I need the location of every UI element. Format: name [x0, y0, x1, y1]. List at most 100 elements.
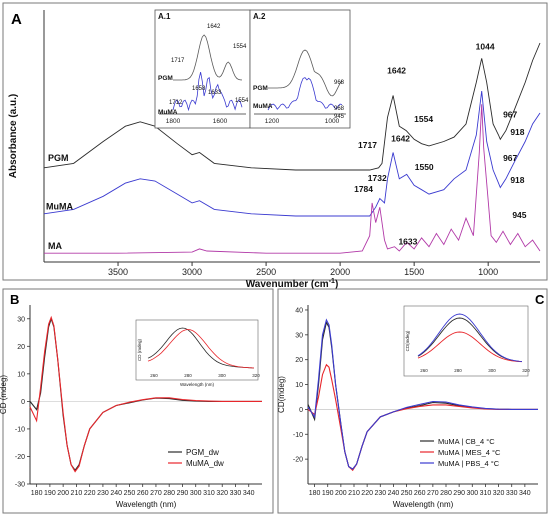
panel-b-plot: 180 190 200 210 220 230 240 250 260 270 280 290 300 3… [0, 305, 262, 509]
tick-label-x: 240 [110, 490, 122, 497]
tick-label-x: 310 [480, 490, 492, 497]
tick-label-x: 260 [414, 490, 426, 497]
tick-label-x: 320 [493, 490, 505, 497]
inset-b-x-label: Wavelength (nm) [180, 382, 215, 387]
tick-label-x: 220 [84, 490, 96, 497]
tick-label-x: 300 [190, 490, 202, 497]
y-axis-label-a: Absorbance (a.u.) [8, 94, 19, 178]
tick-label-x: 240 [388, 490, 400, 497]
inset-a1-series-label: MuMA [158, 109, 178, 116]
tick-label-x: 340 [519, 490, 531, 497]
inset-a2-peak-label: 945 [334, 114, 345, 120]
annotation-a: 918 [510, 175, 524, 185]
inset-b-curve-pgm [147, 327, 255, 369]
inset-a2-series-label: MuMA [253, 103, 273, 110]
x-axis-label-a-sup: -1 [329, 278, 335, 285]
inset-c-tick-label: 260 [420, 368, 428, 373]
tick-label-x: 190 [44, 490, 56, 497]
inset-a1-peak-label: 1554 [235, 98, 249, 104]
y-axis-label: CD (mdeg) [0, 375, 8, 414]
inset-a1-peak-label: 1642 [207, 24, 221, 30]
inset-a2-peak-label: 968 [334, 106, 345, 112]
inset-a2-title: A.2 [253, 12, 266, 21]
inset-a1-peak-label: 1554 [233, 44, 247, 50]
annotation-a: 1717 [358, 140, 377, 150]
tick-label-a-x: 1000 [478, 267, 498, 277]
annotation-a: 918 [510, 127, 524, 137]
legend-label-b: PGM_dw [186, 448, 219, 457]
tick-label-a-x: 2500 [256, 267, 276, 277]
tick-label-x: 180 [31, 490, 43, 497]
inset-b-curve-muma [147, 329, 255, 369]
inset-a2-frame [249, 9, 351, 129]
annotation-a: 1642 [391, 134, 410, 144]
series-a-pgm [43, 42, 541, 171]
tick-label-x: 200 [57, 490, 69, 497]
tick-label-y: 10 [17, 371, 25, 378]
tick-label-y: 40 [295, 307, 303, 314]
tick-label-y: 10 [295, 382, 303, 389]
legend-label-c: MuMA | MES_4 °C [438, 448, 501, 457]
tick-label-y: -30 [15, 482, 25, 489]
series-a-label-muma: MuMA [46, 201, 73, 211]
series-a-muma [43, 91, 541, 217]
inset-a2-series-label: PGM [253, 85, 268, 92]
tick-label-x: 210 [348, 490, 360, 497]
inset-b-y-label: CD (mdeg) [137, 339, 142, 362]
inset-a2-curve-muma [267, 77, 343, 111]
inset-a2-curve-pgm [268, 49, 343, 97]
inset-a2-tick-label: 1000 [325, 118, 340, 125]
tick-label-x: 270 [150, 490, 162, 497]
inset-c-tick-label: 300 [488, 368, 496, 373]
annotation-a: 1044 [476, 42, 495, 52]
tick-label-x: 290 [177, 490, 189, 497]
series-line [29, 315, 262, 473]
tick-label-x: 230 [374, 490, 386, 497]
series-a-label-ma: MA [48, 241, 62, 251]
inset-a1-curve-muma [172, 72, 243, 112]
tick-label-y: 20 [17, 344, 25, 351]
tick-label-a-x: 2000 [330, 267, 350, 277]
inset-a1-peak-label: 1658 [192, 86, 206, 92]
tick-label-x: 280 [163, 490, 175, 497]
series-a-ma [44, 104, 541, 254]
inset-a1-title: A.1 [158, 12, 171, 21]
inset-c-curve [417, 313, 523, 362]
inset-a1-peak-label: 1717 [171, 58, 185, 64]
annotation-a: 1554 [414, 114, 433, 124]
inset-b-tick-label: 280 [184, 373, 192, 378]
tick-label-x: 250 [401, 490, 413, 497]
x-axis-label: Wavelength (nm) [116, 500, 177, 509]
tick-label-x: 260 [137, 490, 149, 497]
tick-label-x: 280 [440, 490, 452, 497]
tick-label-y: 0 [299, 407, 303, 414]
panel-b-label: B [10, 292, 19, 307]
legend-label-b: MuMA_dw [186, 459, 224, 468]
legend-label-c: MuMA | PBS_4 °C [438, 459, 500, 468]
inset-a1-frame [154, 9, 251, 129]
inset-b-frame [135, 319, 259, 381]
annotation-a: 967 [503, 109, 517, 119]
inset-a2-peak-label: 968 [334, 80, 345, 86]
legend-label-c: MuMA | CB_4 °C [438, 437, 495, 446]
inset-a2-tick-label: 1200 [265, 118, 280, 125]
tick-label-y: -20 [293, 457, 303, 464]
x-axis-label: Wavelength (nm) [393, 500, 454, 509]
inset-b-tick-label: 320 [252, 373, 260, 378]
y-axis-label: CD(mdeg) [277, 376, 286, 413]
inset-a1-series-label: PGM [158, 75, 173, 82]
inset-c-curve [417, 331, 523, 363]
inset-c-tick-label: 320 [522, 368, 530, 373]
annotation-a: 1642 [387, 66, 406, 76]
panel-c-plot: 180 190 200 210 220 230 240 250 260 270 280 290 300 3… [277, 305, 538, 509]
tick-label-x: 190 [322, 490, 334, 497]
inset-a1-tick-label: 1600 [213, 118, 228, 125]
tick-label-y: 20 [295, 357, 303, 364]
panel-a-plot: 3500 3000 2500 2000 1500 1000 Wavenumber (cm-1… [8, 9, 541, 290]
annotation-a: 967 [503, 153, 517, 163]
annotation-a: 1732 [368, 173, 387, 183]
tick-label-x: 250 [124, 490, 136, 497]
x-axis-label-a-close: ) [335, 279, 338, 290]
tick-label-y: 30 [17, 316, 25, 323]
inset-a1-tick-label: 1800 [166, 118, 181, 125]
